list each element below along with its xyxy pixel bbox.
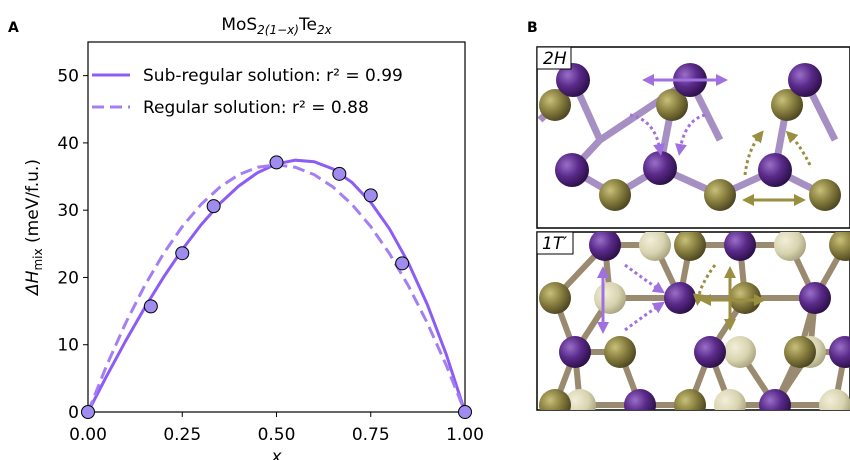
arrow bbox=[692, 264, 717, 306]
mo-atom bbox=[556, 63, 590, 97]
x-tick-label: 0.00 bbox=[69, 425, 107, 445]
panel-label: A bbox=[8, 20, 19, 36]
chalcogen-atom bbox=[594, 282, 626, 314]
chalcogen-atom bbox=[774, 232, 806, 261]
chalcogen-atom bbox=[809, 179, 841, 211]
chalcogen-atom bbox=[656, 89, 688, 121]
structure: 1T′ bbox=[537, 232, 850, 410]
chalcogen-atom bbox=[771, 89, 803, 121]
mo-atom bbox=[624, 389, 656, 410]
mo-atom bbox=[799, 282, 831, 314]
mo-atom bbox=[589, 232, 621, 261]
chalcogen-atom bbox=[819, 389, 850, 410]
chalcogen-atom bbox=[599, 179, 631, 211]
chalcogen-atom bbox=[784, 336, 816, 368]
mo-atom bbox=[643, 151, 677, 185]
y-label-part: mix bbox=[31, 248, 45, 270]
structure-label: 1T′ bbox=[542, 234, 567, 254]
y-tick-label: 50 bbox=[57, 67, 79, 87]
legend-label: Regular solution: r² = 0.88 bbox=[143, 98, 369, 118]
y-label-part: ΔH bbox=[23, 270, 43, 297]
chalcogen-atom bbox=[704, 179, 736, 211]
chalcogen-atom bbox=[714, 389, 746, 410]
curve bbox=[86, 163, 467, 413]
chalcogen-atom bbox=[604, 336, 636, 368]
mo-atom bbox=[559, 336, 591, 368]
y-tick-label: 10 bbox=[57, 336, 79, 356]
mo-atom bbox=[694, 336, 726, 368]
mo-atom bbox=[664, 282, 696, 314]
title-part: 2x bbox=[317, 23, 333, 37]
x-tick-label: 0.75 bbox=[352, 425, 390, 445]
panel-label: B bbox=[527, 20, 538, 36]
chalcogen-atom bbox=[729, 282, 761, 314]
data-point bbox=[395, 256, 410, 271]
structure-panel: 2H 1T′ bbox=[536, 46, 850, 411]
chalcogen-atom bbox=[674, 389, 706, 410]
chalcogen-atom bbox=[564, 389, 596, 410]
title-part: 2(1−x) bbox=[257, 23, 299, 37]
mo-atom bbox=[758, 153, 792, 187]
mo-atom bbox=[555, 153, 589, 187]
structure: 2H bbox=[537, 47, 841, 211]
chalcogen-atom bbox=[829, 232, 850, 261]
y-label-part: (meV/f.u.) bbox=[23, 159, 43, 248]
structure-label: 2H bbox=[543, 49, 567, 69]
mo-atom bbox=[829, 336, 850, 368]
y-tick-label: 30 bbox=[57, 201, 79, 221]
x-axis-label: x bbox=[270, 447, 282, 460]
y-tick-label: 20 bbox=[57, 268, 79, 288]
x-tick-label: 0.25 bbox=[163, 425, 201, 445]
chalcogen-atom bbox=[539, 89, 571, 121]
y-axis-label: ΔHmix (meV/f.u.) bbox=[23, 159, 45, 297]
chart-title: MoS2(1−x)Te2x bbox=[221, 15, 332, 37]
mo-atom bbox=[788, 63, 822, 97]
data-point bbox=[206, 199, 221, 214]
mo-atom bbox=[724, 232, 756, 261]
chalcogen-atom bbox=[539, 389, 571, 410]
chalcogen-atom bbox=[724, 336, 756, 368]
data-point bbox=[269, 155, 284, 170]
legend-label: Sub-regular solution: r² = 0.99 bbox=[143, 66, 403, 86]
label-box bbox=[537, 232, 574, 255]
y-tick-label: 40 bbox=[57, 134, 79, 154]
arrow bbox=[785, 130, 812, 166]
chalcogen-atom bbox=[674, 232, 706, 261]
data-point bbox=[332, 166, 347, 181]
data-point bbox=[363, 188, 378, 203]
arrow bbox=[629, 113, 665, 156]
chalcogen-atom bbox=[639, 232, 671, 261]
title-part: MoS bbox=[221, 15, 257, 35]
title-part: Te bbox=[298, 15, 317, 35]
data-point bbox=[458, 405, 472, 419]
chalcogen-atom bbox=[539, 282, 571, 314]
arrow bbox=[675, 113, 706, 156]
data-point bbox=[81, 405, 95, 419]
mo-atom bbox=[759, 389, 791, 410]
data-point bbox=[143, 299, 158, 314]
x-tick-label: 0.50 bbox=[258, 425, 296, 445]
x-tick-label: 1.00 bbox=[446, 425, 484, 445]
plot-area: 0.00 0.25 0.50 0.75 1.00 0 10 20 30 40 50 MoS2(1−x)… bbox=[23, 15, 484, 460]
data-point bbox=[175, 246, 190, 261]
label-box bbox=[537, 47, 572, 70]
y-tick-label: 0 bbox=[68, 403, 79, 423]
